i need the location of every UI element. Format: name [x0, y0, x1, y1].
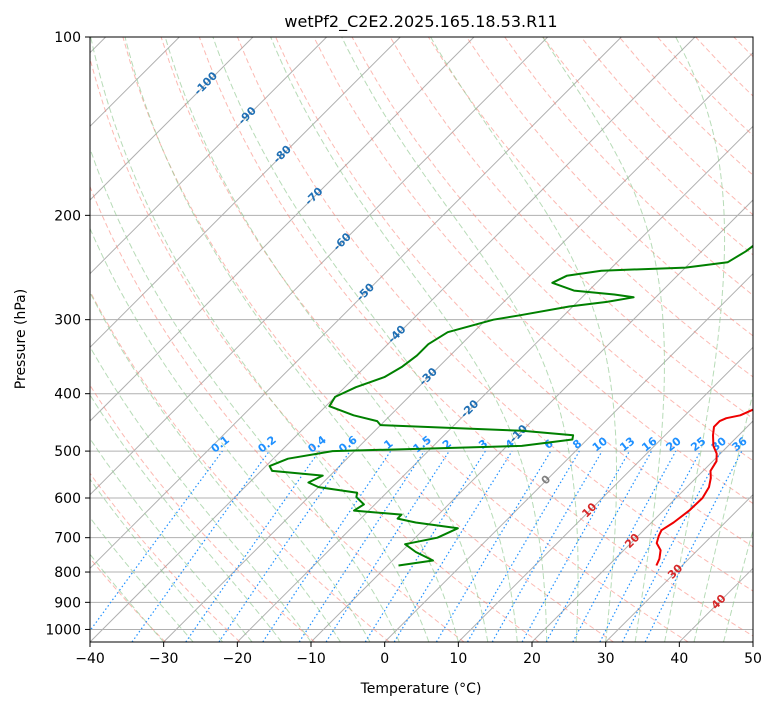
mixing-ratio-line	[393, 450, 513, 642]
y-tick-label: 700	[54, 531, 81, 547]
moist-adiabat-line	[90, 478, 223, 642]
isotherm-line	[163, 51, 753, 642]
moist-adiabat-line	[90, 394, 282, 642]
x-tick-label: 0	[380, 651, 389, 667]
isotherm-line	[90, 37, 696, 642]
mixing-ratio-line	[572, 450, 677, 642]
x-tick-label: −20	[223, 651, 253, 667]
x-tick-label: 20	[523, 651, 541, 667]
dry-adiabat-line	[237, 37, 753, 592]
isotherm-line	[90, 37, 475, 422]
dry-adiabat-line	[198, 37, 753, 637]
mixing-ratio-line	[262, 450, 392, 642]
moist-adiabat-line	[341, 37, 579, 642]
moist-adiabat-line	[90, 37, 430, 642]
isotherm-line	[384, 272, 753, 642]
isotherm-line	[90, 37, 549, 496]
isotherm-line	[457, 346, 753, 642]
mixing-ratio-line	[644, 450, 743, 642]
dry-adiabat-line	[90, 56, 540, 642]
y-tick-label: 100	[54, 30, 81, 46]
y-tick-label: 900	[54, 595, 81, 611]
series-layer	[268, 244, 753, 567]
y-tick-label: 500	[54, 444, 81, 460]
dry-adiabat-line	[313, 37, 753, 505]
mixing-ratio-line	[131, 450, 270, 642]
moist-adiabat-line	[90, 516, 194, 642]
isotherm-line	[605, 493, 753, 642]
mixing-ratio-line	[185, 450, 320, 642]
isotherm-line	[90, 37, 401, 349]
moist-adiabat-line	[664, 37, 726, 642]
dry-adiabat-line	[275, 37, 753, 548]
dry-adiabat-line	[90, 185, 465, 642]
moist-adiabat-line	[542, 37, 665, 642]
y-axis-label: Pressure (hPa)	[13, 289, 29, 389]
dry-adiabat-line	[90, 384, 316, 642]
y-tick-label: 400	[54, 387, 81, 403]
dewpoint-profile-line	[268, 244, 753, 567]
isotherm-line	[310, 199, 753, 642]
moist-adiabat-line	[90, 437, 253, 642]
dry-adiabat-line	[90, 472, 241, 642]
moist-adiabat-line	[164, 37, 489, 642]
y-tick-label: 1000	[45, 622, 81, 638]
moist-adiabat-line	[90, 345, 312, 642]
mixing-ratio-layer	[90, 450, 743, 642]
plot-frame	[89, 36, 754, 643]
dry-adiabat-line	[90, 290, 390, 642]
isotherm-line	[90, 37, 254, 201]
isotherm-line	[531, 420, 753, 642]
dry-adiabat-line	[351, 37, 753, 462]
mixing-ratio-line	[218, 450, 351, 642]
y-tick-label: 600	[54, 491, 81, 507]
moist-adiabat-line	[90, 553, 165, 642]
x-tick-label: 10	[449, 651, 467, 667]
mixing-ratio-line	[298, 450, 425, 642]
dry-adiabat-line	[427, 37, 753, 378]
adiabat-layer	[90, 37, 753, 642]
mixing-ratio-line	[521, 450, 631, 642]
x-tick-label: −40	[75, 651, 105, 667]
y-tick-label: 200	[54, 208, 81, 224]
y-tick-label: 800	[54, 565, 81, 581]
dry-adiabat-line	[504, 37, 753, 296]
x-tick-label: −10	[296, 651, 326, 667]
x-axis-label: Temperature (°C)	[360, 681, 482, 697]
moist-adiabat-line	[90, 147, 400, 642]
temperature-profile-line	[655, 408, 753, 566]
chart-title: wetPf2_C2E2.2025.165.18.53.R11	[284, 12, 557, 32]
isotherm-line	[236, 125, 753, 642]
x-tick-label: 30	[597, 651, 615, 667]
x-tick-label: 50	[744, 651, 762, 667]
x-tick-label: 40	[670, 651, 688, 667]
dry-adiabat-line	[90, 557, 166, 642]
isotherm-line	[90, 37, 328, 275]
x-axis-ticks: −40 −30 −20 −10 0 10 20 30 40 50	[75, 642, 762, 667]
grid-layer	[90, 37, 753, 642]
x-tick-label: −30	[149, 651, 179, 667]
mixing-ratio-line	[325, 450, 450, 642]
moist-adiabat-line	[90, 227, 371, 642]
moist-adiabat-line	[124, 37, 459, 642]
moist-adiabat-line	[430, 37, 617, 642]
y-axis-ticks: 100 200 300 400 500 600 700 800 900 1000	[45, 30, 90, 638]
y-tick-label: 300	[54, 313, 81, 329]
dry-adiabat-line	[122, 37, 614, 642]
moist-adiabat-line	[212, 37, 518, 642]
isotherm-line	[90, 37, 622, 570]
mixing-ratio-line	[545, 450, 653, 642]
mixing-ratio-line	[90, 450, 223, 632]
